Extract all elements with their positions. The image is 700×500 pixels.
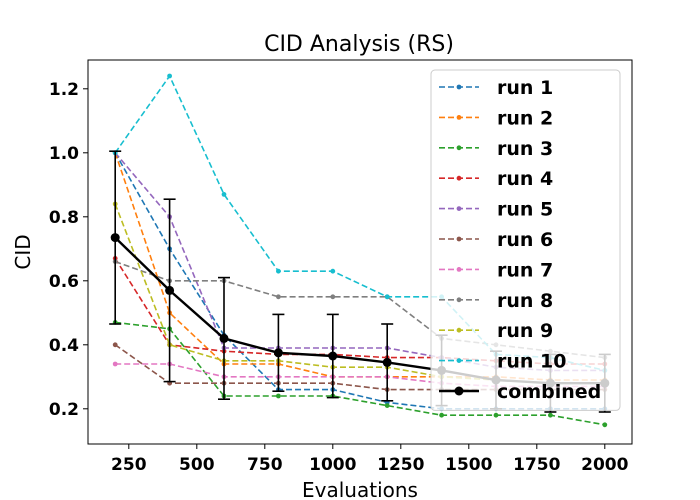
legend-entry: run 9 (439, 320, 553, 342)
data-point (602, 422, 608, 428)
x-tick-label: 500 (179, 455, 215, 475)
legend-entry: run 7 (439, 259, 553, 281)
combined-point (328, 351, 338, 361)
legend-entry: run 4 (439, 168, 553, 190)
legend-entry: combined (439, 381, 601, 403)
legend-label: run 6 (497, 229, 553, 251)
legend-entry: run 10 (439, 351, 566, 373)
combined-point (165, 285, 175, 295)
legend-marker (456, 267, 462, 272)
legend-marker (456, 84, 462, 90)
x-tick-label: 1500 (445, 455, 492, 475)
data-point (276, 294, 281, 300)
legend-label: combined (497, 381, 601, 403)
x-tick-label: 750 (247, 455, 283, 475)
data-point (276, 393, 281, 399)
data-point (384, 403, 390, 408)
legend-marker (456, 358, 462, 363)
y-tick-label: 0.2 (49, 400, 79, 420)
legend-marker (456, 327, 462, 333)
data-point (112, 342, 118, 348)
legend-entry: run 8 (439, 290, 553, 312)
legend-marker (456, 145, 462, 151)
series-line (114, 344, 605, 391)
data-point (221, 192, 227, 197)
combined-point (273, 348, 283, 358)
legend-entry: run 6 (439, 229, 553, 251)
x-tick-label: 1250 (377, 455, 424, 475)
legend-label: run 5 (497, 199, 553, 221)
legend-label: run 9 (497, 320, 553, 342)
data-point (548, 412, 553, 418)
legend-label: run 4 (497, 168, 553, 190)
legend-marker (456, 175, 462, 181)
data-point (330, 294, 336, 300)
legend-marker (456, 236, 462, 242)
series-line (115, 321, 605, 426)
x-axis-label: Evaluations (302, 478, 418, 500)
x-tick-label: 1000 (309, 455, 356, 475)
legend-label: run 7 (497, 259, 553, 281)
y-tick-label: 0.4 (49, 336, 79, 356)
legend-label: run 2 (497, 107, 553, 129)
data-point (167, 73, 173, 79)
x-tick-label: 250 (111, 455, 147, 475)
x-tick-label: 1750 (513, 455, 560, 475)
legend-label: run 10 (497, 351, 566, 373)
legend-marker (456, 115, 462, 120)
x-axis: 250 500 750 1000 1250 1500 1750 2000 (111, 444, 629, 475)
chart-title: CID Analysis (RS) (264, 32, 454, 57)
y-axis: 0.2 0.4 0.6 0.8 1.0 1.2 (49, 80, 88, 420)
legend-label: run 1 (497, 77, 553, 99)
legend-entry: run 1 (439, 77, 553, 99)
legend-marker (456, 206, 462, 212)
legend-marker (454, 386, 464, 396)
combined-point (382, 357, 392, 367)
data-point (330, 268, 336, 274)
legend-box (430, 69, 621, 411)
combined-point (219, 333, 229, 343)
y-axis-label: CID (11, 234, 35, 269)
x-tick-label: 2000 (581, 455, 628, 475)
plot-frame (87, 59, 633, 445)
legend: run 1 run 2 run 3 run 4 run 5 run 6 run 7 run 8… (430, 69, 621, 411)
data-point (276, 268, 281, 274)
data-point (112, 361, 118, 367)
legend-marker (456, 297, 462, 303)
legend-label: run 8 (497, 290, 553, 312)
data-point (384, 294, 390, 300)
y-tick-label: 1.0 (49, 144, 79, 164)
data-point (493, 412, 499, 418)
combined-point (110, 233, 120, 243)
legend-entry: run 5 (439, 199, 553, 221)
data-point (439, 412, 444, 418)
legend-entry: run 3 (439, 138, 553, 160)
legend-entry: run 2 (439, 107, 553, 129)
y-tick-label: 0.6 (49, 272, 79, 292)
legend-label: run 3 (497, 138, 553, 160)
series-line (114, 257, 605, 365)
y-tick-label: 1.2 (49, 80, 79, 100)
y-tick-label: 0.8 (49, 208, 79, 228)
series-run-3 (112, 320, 608, 428)
